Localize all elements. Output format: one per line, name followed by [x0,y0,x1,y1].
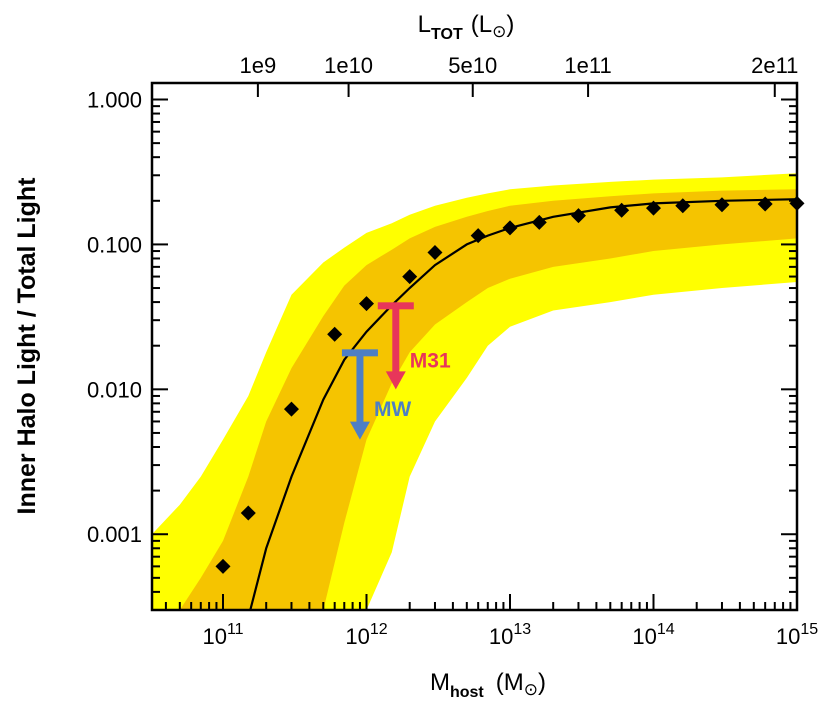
sun-symbol-top: ⊙ [492,22,506,41]
top-axis-title-sub: TOT [431,26,463,43]
data-point [215,558,231,574]
plot-content: M31 MW [152,173,805,611]
top-axis-title-close: ) [506,11,514,38]
x-axis-title: Mhost (M⊙) [430,669,546,701]
data-point [614,202,630,218]
data-point [531,214,547,230]
data-point [283,401,299,417]
limit-label: M31 [410,349,451,372]
inner-scatter-band [179,189,798,611]
upper-limit-mw: MW [341,349,411,440]
data-point [570,208,586,224]
y-tick-label: 0.010 [87,377,142,402]
x-tick-label: 1013 [489,621,531,649]
data-point [327,326,343,342]
top-axis-title-main: L [418,11,431,38]
limit-shaft [356,352,364,424]
top-axis-title: LTOT (L⊙) [418,11,515,43]
y-axis-title: Inner Halo Light / Total Light [13,177,41,515]
top-axis-title-units: (L [471,11,492,38]
data-point [646,200,662,216]
y-tick-label: 0.100 [87,232,142,257]
x-tick-label: 1012 [345,621,387,649]
top-tick-label: 1e11 [564,53,611,78]
x-tick-label: 1011 [202,621,243,649]
x-axis-title-units: (M [496,669,524,696]
limit-arrowhead [385,371,406,390]
data-point [757,196,773,212]
x-tick-label: 1015 [776,621,818,649]
upper-limit-markers: M31 MW [341,302,451,440]
data-point [359,296,375,312]
x-axis-title-main: M [430,669,450,696]
axis-ticks [152,83,798,611]
data-point [502,220,518,236]
data-point [675,198,691,214]
data-point [427,244,443,260]
y-tick-label: 1.000 [87,88,142,113]
sun-symbol: ⊙ [524,680,538,699]
x-axis-title-close: ) [538,669,546,696]
x-tick-label: 1014 [632,621,674,649]
top-tick-label: 5e10 [448,53,497,78]
simulation-points [215,195,805,574]
data-point [402,269,418,285]
limit-shaft [392,305,400,374]
upper-limit-m31: M31 [377,302,451,390]
x-axis-title-sub: host [450,684,484,701]
top-tick-label: 1e9 [240,53,277,78]
limit-label: MW [374,398,411,421]
top-tick-label: 2e11 [751,53,798,78]
tick-labels: 1011 1012 1013 1014 1015 1.000 0.100 0.010 0.001… [87,53,818,649]
top-tick-label: 1e10 [324,53,373,78]
data-point [714,197,730,213]
limit-arrowhead [349,421,370,440]
y-tick-label: 0.001 [87,522,142,547]
data-point [240,505,256,521]
data-point [470,228,486,244]
